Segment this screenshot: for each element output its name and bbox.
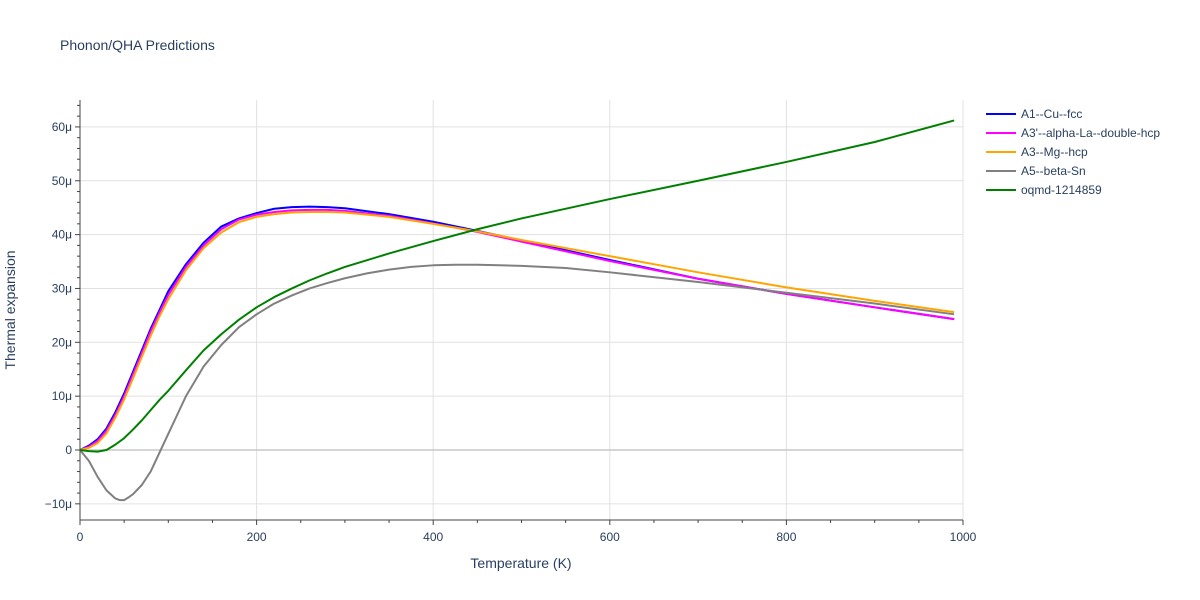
series-line-3 bbox=[79, 263, 955, 502]
x-tick-label: 600 bbox=[600, 530, 620, 544]
x-tick-label: 1000 bbox=[950, 530, 977, 544]
series-line-0 bbox=[79, 205, 955, 451]
legend-label: A3'--alpha-La--double-hcp bbox=[1021, 126, 1160, 140]
chart-title: Phonon/QHA Predictions bbox=[60, 37, 215, 53]
y-tick-label: 0 bbox=[65, 443, 72, 457]
legend-label: oqmd-1214859 bbox=[1021, 183, 1102, 197]
series-line-2 bbox=[79, 211, 955, 451]
series-line-1 bbox=[79, 208, 955, 451]
legend-label: A5--beta-Sn bbox=[1021, 164, 1086, 178]
legend-label: A1--Cu--fcc bbox=[1021, 107, 1082, 121]
x-tick-label: 0 bbox=[77, 530, 84, 544]
y-tick-label: 50μ bbox=[52, 174, 72, 188]
x-tick-label: 200 bbox=[247, 530, 267, 544]
x-tick-label: 800 bbox=[776, 530, 796, 544]
y-tick-label: 60μ bbox=[52, 120, 72, 134]
axes: 0 200 400 600 800 1000 −10μ 0 10μ 20μ 30μ 40μ 50μ 60μ bbox=[45, 100, 977, 544]
x-tick-label: 400 bbox=[423, 530, 443, 544]
series-line-4 bbox=[79, 119, 955, 453]
grid-lines bbox=[80, 100, 964, 520]
y-tick-label: 30μ bbox=[52, 281, 72, 295]
y-tick-label: −10μ bbox=[45, 497, 72, 511]
plot-area bbox=[79, 119, 955, 502]
y-axis-title: Thermal expansion bbox=[2, 250, 18, 369]
legend-label: A3--Mg--hcp bbox=[1021, 145, 1088, 159]
x-axis-title: Temperature (K) bbox=[470, 555, 571, 571]
y-tick-label: 10μ bbox=[52, 389, 72, 403]
legend: A1--Cu--fcc A3'--alpha-La--double-hcp A3--… bbox=[986, 107, 1160, 197]
y-tick-label: 40μ bbox=[52, 228, 72, 242]
y-tick-label: 20μ bbox=[52, 335, 72, 349]
